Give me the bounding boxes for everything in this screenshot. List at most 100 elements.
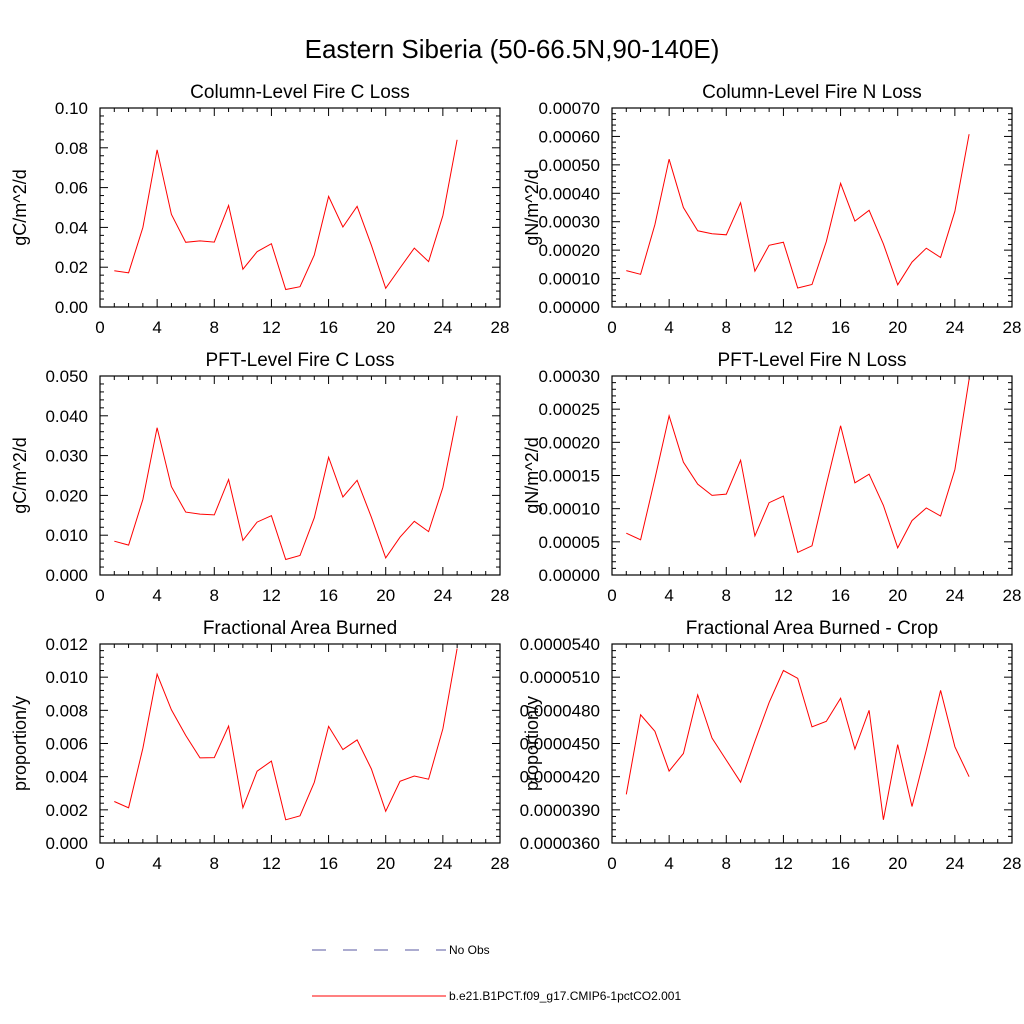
x-tick-label: 4 <box>152 854 161 873</box>
x-tick-label: 0 <box>95 586 104 605</box>
y-tick-label: 0.00060 <box>539 127 600 146</box>
panel-title: Column-Level Fire C Loss <box>190 82 410 103</box>
x-tick-label: 4 <box>152 318 161 337</box>
y-tick-label: 0.0000450 <box>520 735 600 754</box>
x-tick-label: 28 <box>1003 318 1022 337</box>
x-tick-label: 24 <box>945 854 964 873</box>
x-tick-label: 20 <box>888 586 907 605</box>
y-tick-label: 0.006 <box>45 735 88 754</box>
y-tick-label: 0.00030 <box>539 367 600 386</box>
y-tick-label: 0.00020 <box>539 433 600 452</box>
legend: No Obs b.e21.B1PCT.f09_g17.CMIP6-1pctCO2.… <box>312 943 681 1003</box>
plot-frame <box>99 107 501 308</box>
y-tick-label: 0.0000360 <box>520 834 600 853</box>
x-tick-label: 28 <box>491 318 510 337</box>
panel-6: Fractional Area Burned - Crop proportion/… <box>520 618 1022 873</box>
panel-title: Fractional Area Burned <box>203 618 397 639</box>
x-tick-label: 16 <box>831 854 850 873</box>
y-axis-label: proportion/y <box>522 696 542 791</box>
x-tick-label: 20 <box>888 318 907 337</box>
x-tick-label: 4 <box>664 318 673 337</box>
y-axis-label: gC/m^2/d <box>10 169 30 245</box>
panel-title: Column-Level Fire N Loss <box>702 82 922 103</box>
y-tick-label: 0.00000 <box>539 566 600 585</box>
y-tick-label: 0.00020 <box>539 241 600 260</box>
x-tick-label: 0 <box>607 854 616 873</box>
y-tick-label: 0.0000510 <box>520 668 600 687</box>
y-tick-label: 0.000 <box>45 834 88 853</box>
x-tick-label: 12 <box>774 586 793 605</box>
y-tick-label: 0.00015 <box>539 467 600 486</box>
y-axis-label: gN/m^2/d <box>522 169 542 245</box>
y-tick-label: 0.00050 <box>539 156 600 175</box>
y-tick-label: 0.08 <box>55 139 88 158</box>
x-tick-label: 16 <box>831 318 850 337</box>
y-tick-label: 0.02 <box>55 258 88 277</box>
x-tick-label: 0 <box>607 318 616 337</box>
y-tick-label: 0.00000 <box>539 298 600 317</box>
y-tick-label: 0.010 <box>45 526 88 545</box>
x-tick-label: 4 <box>152 586 161 605</box>
x-tick-label: 24 <box>945 318 964 337</box>
y-tick-label: 0.030 <box>45 447 88 466</box>
x-tick-label: 20 <box>376 586 395 605</box>
x-tick-label: 24 <box>433 854 452 873</box>
x-tick-label: 28 <box>491 854 510 873</box>
x-tick-label: 12 <box>774 854 793 873</box>
series-line <box>626 134 970 289</box>
x-tick-label: 24 <box>433 586 452 605</box>
y-tick-label: 0.050 <box>45 367 88 386</box>
x-tick-label: 8 <box>210 318 219 337</box>
y-tick-label: 0.00005 <box>539 533 600 552</box>
y-tick-label: 0.00010 <box>539 270 600 289</box>
x-tick-label: 8 <box>722 854 731 873</box>
x-tick-label: 12 <box>774 318 793 337</box>
x-tick-label: 24 <box>433 318 452 337</box>
x-tick-label: 16 <box>831 586 850 605</box>
x-tick-label: 20 <box>376 318 395 337</box>
x-tick-label: 12 <box>262 854 281 873</box>
y-tick-label: 0.00 <box>55 298 88 317</box>
y-axis-label: proportion/y <box>10 696 30 791</box>
y-tick-label: 0.002 <box>45 801 88 820</box>
y-tick-label: 0.00040 <box>539 184 600 203</box>
x-tick-label: 12 <box>262 586 281 605</box>
y-tick-label: 0.012 <box>45 635 88 654</box>
panel-1: Column-Level Fire C Loss gC/m^2/d 0 4 8 12 16 2… <box>10 82 509 337</box>
panel-3: PFT-Level Fire C Loss gC/m^2/d 0 4 8 12 16 20 24… <box>10 350 509 605</box>
x-tick-label: 4 <box>664 586 673 605</box>
x-tick-label: 16 <box>319 854 338 873</box>
y-tick-label: 0.04 <box>55 218 88 237</box>
x-tick-label: 8 <box>722 318 731 337</box>
x-tick-label: 4 <box>664 854 673 873</box>
x-tick-label: 20 <box>376 854 395 873</box>
y-axis-label: gC/m^2/d <box>10 437 30 513</box>
y-axis-label: gN/m^2/d <box>522 437 542 513</box>
series-line <box>114 415 458 561</box>
x-tick-label: 16 <box>319 586 338 605</box>
panel-title: PFT-Level Fire N Loss <box>718 350 907 371</box>
plot-frame <box>611 643 1013 844</box>
x-tick-label: 8 <box>722 586 731 605</box>
x-tick-label: 12 <box>262 318 281 337</box>
y-tick-label: 0.0000480 <box>520 701 600 720</box>
y-tick-label: 0.06 <box>55 179 88 198</box>
y-tick-label: 0.00010 <box>539 500 600 519</box>
series-line <box>625 669 970 820</box>
series-line <box>626 379 970 554</box>
y-tick-label: 0.0000540 <box>520 635 600 654</box>
x-tick-label: 28 <box>491 586 510 605</box>
panel-4: PFT-Level Fire N Loss gN/m^2/d 0 4 8 12 16 20 24… <box>522 350 1021 605</box>
x-tick-label: 16 <box>319 318 338 337</box>
y-tick-label: 0.00070 <box>539 99 600 118</box>
x-tick-label: 28 <box>1003 854 1022 873</box>
y-tick-label: 0.040 <box>45 407 88 426</box>
y-tick-label: 0.10 <box>55 99 88 118</box>
y-tick-label: 0.000 <box>45 566 88 585</box>
legend-label-2: b.e21.B1PCT.f09_g17.CMIP6-1pctCO2.001 <box>449 989 681 1003</box>
series-line <box>114 139 458 291</box>
x-tick-label: 0 <box>95 318 104 337</box>
x-tick-label: 8 <box>210 586 219 605</box>
plot-frame <box>99 375 501 576</box>
x-tick-label: 20 <box>888 854 907 873</box>
